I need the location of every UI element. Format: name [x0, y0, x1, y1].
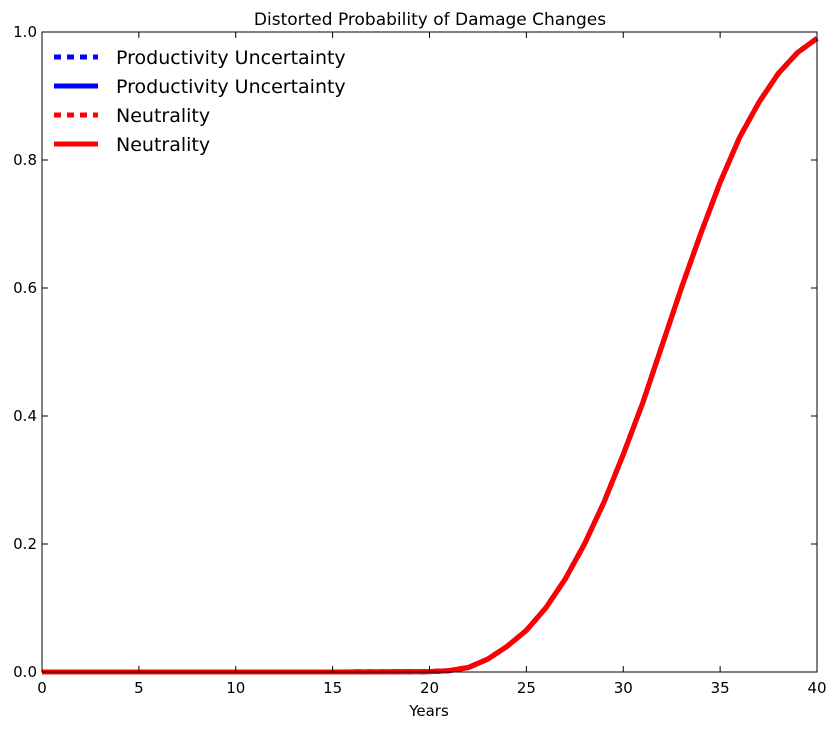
y-tick-label: 1.0: [13, 23, 37, 41]
plot-frame: [41, 31, 818, 673]
legend-label: Neutrality: [116, 105, 210, 127]
chart-title: Distorted Probability of Damage Changes: [254, 10, 606, 30]
ticks-layer: 0 5 10 15 20 25 30 35 40 0.0 0.2 0.4 0.6 0.8 1.0: [13, 23, 826, 697]
y-tick-label: 0.8: [13, 151, 37, 169]
y-tick-label: 0.0: [13, 663, 37, 681]
x-tick-label: 10: [226, 679, 245, 697]
x-axis-label: Years: [408, 702, 449, 720]
legend-label: Neutrality: [116, 134, 210, 156]
x-tick-label: 25: [517, 679, 536, 697]
x-tick-label: 15: [323, 679, 342, 697]
legend: Productivity Uncertainty Productivity Unc…: [54, 47, 346, 156]
x-tick-label: 5: [134, 679, 144, 697]
legend-label: Productivity Uncertainty: [116, 76, 346, 98]
x-tick-label: 30: [614, 679, 633, 697]
legend-label: Productivity Uncertainty: [116, 47, 346, 69]
x-tick-label: 20: [420, 679, 439, 697]
x-tick-label: 35: [711, 679, 730, 697]
y-tick-label: 0.2: [13, 535, 37, 553]
x-tick-label: 0: [37, 679, 47, 697]
x-tick-label: 40: [807, 679, 826, 697]
y-tick-label: 0.4: [13, 407, 37, 425]
y-tick-label: 0.6: [13, 279, 37, 297]
